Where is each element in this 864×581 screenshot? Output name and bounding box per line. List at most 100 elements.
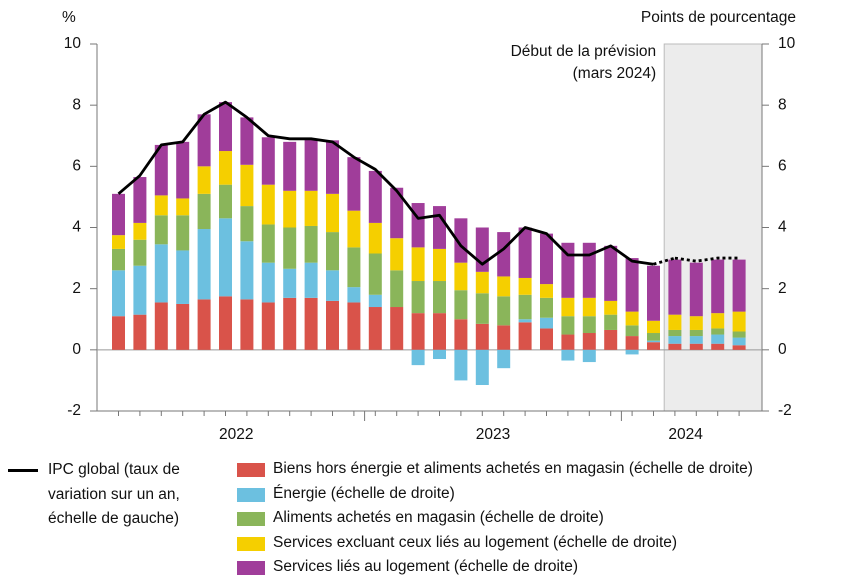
bar-segment [497,296,511,326]
bar-segment [518,319,532,323]
bar-segment [411,313,425,350]
bar-segment [625,311,639,326]
legend-label: Services liés au logement (échelle de dr… [273,558,578,575]
bar-segment [732,337,746,346]
bar-segment [347,287,361,303]
y-tick-label: 10 [64,35,82,52]
bar-segment [561,316,575,335]
bar-segment [197,166,211,194]
bar-segment [433,313,446,350]
bar-segment [475,293,489,324]
x-group-label: 2022 [219,426,253,443]
bar-segment [197,229,211,300]
bar-segment [582,333,596,350]
bar-segment [433,206,446,249]
bar-segment [154,302,168,350]
bar-segment [154,144,168,196]
bar-segment [133,239,147,266]
bar-segment [411,247,425,282]
bar-segment [347,302,361,350]
y-tick-label: 4 [72,219,81,236]
bar-segment [176,215,190,251]
legend-swatch [237,561,265,575]
bar-segment [176,303,190,350]
bar-segment [689,316,703,330]
y-tick-label: 0 [72,341,81,358]
bar-segment [604,329,618,350]
legend-label: IPC global (taux de variation sur un an,… [48,461,180,527]
legend-label: Services excluant ceux liés au logement … [273,533,678,551]
bar-segment [390,187,404,239]
annotation: (mars 2024) [573,65,657,82]
bar-segment [518,227,532,278]
bar-segment [176,141,190,199]
bar-segment [475,271,489,294]
bar-segment [261,262,275,303]
forecast-region [663,43,763,412]
bar-segment [347,210,361,248]
bar-segment [732,345,746,350]
bar-segment [283,297,297,350]
bar-segment [711,259,725,314]
bar-segment [347,247,361,288]
bar-segment [497,325,511,350]
legend-label: Biens hors énergie et aliments achetés e… [273,460,753,477]
bar-segment [582,316,596,334]
bar-segment [304,190,318,226]
bar-segment [625,336,639,350]
bar-segment [475,349,489,386]
bar-segment [219,184,232,219]
forecast-line [674,256,740,263]
bar-segment [304,297,318,350]
bar-segment [133,265,147,315]
bar-segment [668,314,682,330]
y2-tick-label: -2 [778,402,792,419]
legend-line-swatch [8,469,38,472]
bar-segment [647,333,660,341]
legend-swatch [237,487,265,502]
bar-segment [197,114,211,167]
bar-segment [283,141,297,191]
bar-segment [540,328,553,350]
bar-segment [240,299,254,350]
bar-segment [689,262,703,317]
bar-segment [668,343,682,350]
bar-segment [668,329,682,337]
bar-segment [240,164,254,207]
bar-segment [647,320,660,334]
bar-segment [133,222,147,240]
bar-segment [154,244,168,303]
bar-segment [304,225,318,263]
bar-segment [283,190,297,228]
legend-label: Aliments achetés en magasin (échelle de … [273,509,604,526]
bar-segment [390,238,404,271]
bar-segment [561,349,575,361]
bar-segment [326,193,339,233]
bar-segment [604,314,618,330]
bar-segment [540,297,553,318]
bar-segment [411,203,425,248]
bar-segment [497,232,511,277]
bar-segment [240,117,254,165]
bar-segment [154,215,168,245]
bar-segment [540,233,553,285]
bar-segment [133,314,147,350]
bar-segment [112,235,125,249]
bar-segment [454,262,468,291]
bar-segment [133,177,147,223]
bar-segment [689,329,703,337]
bar-segment [261,184,275,225]
bar-segment [497,276,511,297]
bar-segment [647,265,660,321]
bar-segment [304,262,318,298]
x-group-label: 2024 [668,426,703,443]
bar-segment [411,349,425,366]
bar-segment [625,349,639,355]
bar-segment [368,222,382,254]
bar-segment [154,195,168,216]
bar-segment [433,349,446,360]
y-axis-label: % [62,9,76,26]
bar-segment [368,294,382,308]
bar-segment [604,245,618,301]
